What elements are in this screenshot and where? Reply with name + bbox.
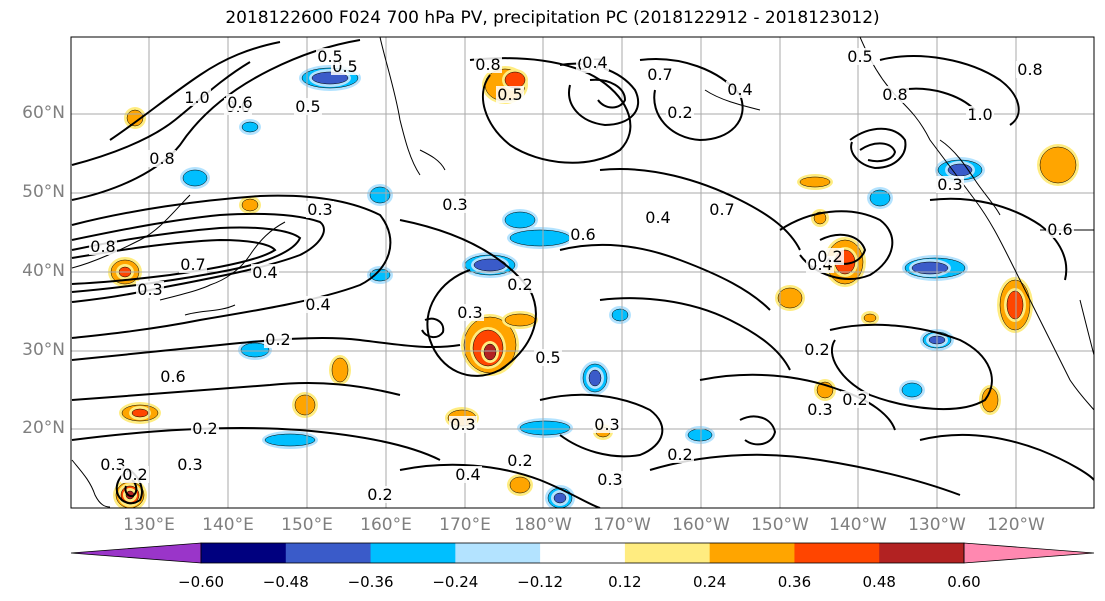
contour-label: 0.7	[647, 65, 672, 84]
contour-label: 0.6	[570, 225, 595, 244]
colorbar-segment	[201, 543, 287, 563]
contour-label: 1.0	[184, 88, 209, 107]
colorbar-segment	[540, 543, 626, 563]
colorbar-tick-label: −0.48	[262, 573, 309, 591]
contour-label: 0.4	[645, 208, 670, 227]
contour-label: 0.3	[457, 303, 482, 322]
contour-label: 0.8	[149, 149, 174, 168]
lon-label: 180°W	[514, 515, 572, 535]
contour-label: 0.2	[367, 485, 392, 504]
colorbar-tick-label: 0.60	[947, 573, 981, 591]
contour-label: 0.3	[597, 470, 622, 489]
contour-label: 0.8	[1017, 60, 1042, 79]
contour-label: 0.7	[709, 200, 734, 219]
lon-label: 130°W	[908, 515, 966, 535]
contour-label: 0.3	[594, 415, 619, 434]
contour-label: 0.2	[192, 419, 217, 438]
contour-label: 0.2	[122, 465, 147, 484]
lon-label: 120°W	[987, 515, 1045, 535]
contour-label: 0.2	[817, 247, 842, 266]
lon-label: 160°W	[672, 515, 730, 535]
contour-label: 0.2	[265, 330, 290, 349]
contour-labels: 0.80.50.50.50.81.00.60.80.40.80.70.70.30…	[89, 47, 1074, 504]
contour-label: 0.4	[305, 295, 330, 314]
contour-label: 0.7	[180, 255, 205, 274]
colorbar-tick-label: −0.60	[178, 573, 224, 591]
contour-label: 0.2	[842, 390, 867, 409]
colorbar-segment	[879, 543, 965, 563]
colorbar-segment	[370, 543, 456, 563]
contour-label: 0.8	[475, 55, 500, 74]
colorbar-extend-low	[70, 542, 202, 564]
contour-label: 0.4	[727, 80, 752, 99]
lon-label: 160°E	[360, 515, 412, 535]
lat-label: 50°N	[22, 182, 65, 202]
contour-label: 0.6	[227, 93, 252, 112]
colorbar-tick-label: −0.12	[517, 573, 564, 591]
contour-label: 0.5	[295, 97, 320, 116]
colorbar-segment	[285, 543, 372, 563]
colorbar-segment	[455, 543, 541, 563]
lat-label: 40°N	[22, 261, 65, 281]
contour-label: 0.5	[497, 85, 522, 104]
colorbar-segment	[624, 543, 711, 563]
map-title: 2018122600 F024 700 hPa PV, precipitatio…	[225, 8, 880, 28]
contour-label: 0.4	[455, 465, 480, 484]
colorbar-tick-label: 0.24	[692, 573, 727, 591]
lon-label: 130°E	[123, 515, 175, 535]
colorbar-tick-label: 0.36	[777, 573, 812, 591]
contour-label: 0.3	[137, 280, 162, 299]
contour-label: 0.3	[937, 175, 962, 194]
contour-label: 0.5	[847, 47, 872, 66]
contour-label: 0.3	[100, 455, 125, 474]
contour-label: 0.6	[160, 367, 185, 386]
colorbar	[70, 542, 1095, 564]
lon-label: 150°W	[751, 515, 809, 535]
lon-label: 140°W	[829, 515, 887, 535]
lon-label: 140°E	[202, 515, 254, 535]
contour-label: 0.2	[804, 340, 829, 359]
contour-label: 0.3	[307, 200, 332, 219]
contour-label: 1.0	[967, 105, 992, 124]
lon-label: 170°E	[439, 515, 491, 535]
contour-label: 0.5	[317, 47, 342, 66]
contour-label: 0.2	[667, 103, 692, 122]
lon-label: 170°W	[593, 515, 651, 535]
contour-label: 0.3	[442, 195, 467, 214]
colorbar-tick-label: −0.24	[432, 573, 479, 591]
lat-label: 20°N	[22, 418, 65, 438]
contour-label: 0.3	[450, 415, 475, 434]
contour-label: 0.2	[667, 445, 692, 464]
colorbar-extend-high	[963, 542, 1095, 564]
contour-label: 0.8	[90, 237, 115, 256]
lat-label: 30°N	[22, 340, 65, 360]
colorbar-tick-label: −0.36	[347, 573, 394, 591]
pv-contours	[71, 39, 1094, 508]
colorbar-tick-label: 0.48	[862, 573, 896, 591]
contour-label: 0.2	[507, 275, 532, 294]
colorbar-segment	[709, 543, 795, 563]
contour-label: 0.4	[252, 263, 277, 282]
lon-label: 150°E	[281, 515, 333, 535]
contour-label: 0.3	[807, 400, 832, 419]
contour-label: 0.6	[1047, 220, 1072, 239]
contour-label: 0.8	[882, 85, 907, 104]
lat-label: 60°N	[22, 103, 65, 123]
contour-label: 0.2	[507, 451, 532, 470]
contour-label: 0.5	[535, 348, 560, 367]
contour-label: 0.4	[582, 53, 607, 72]
colorbar-tick-label: 0.12	[608, 573, 642, 591]
contour-label: 0.3	[177, 455, 202, 474]
colorbar-segment	[794, 543, 880, 563]
